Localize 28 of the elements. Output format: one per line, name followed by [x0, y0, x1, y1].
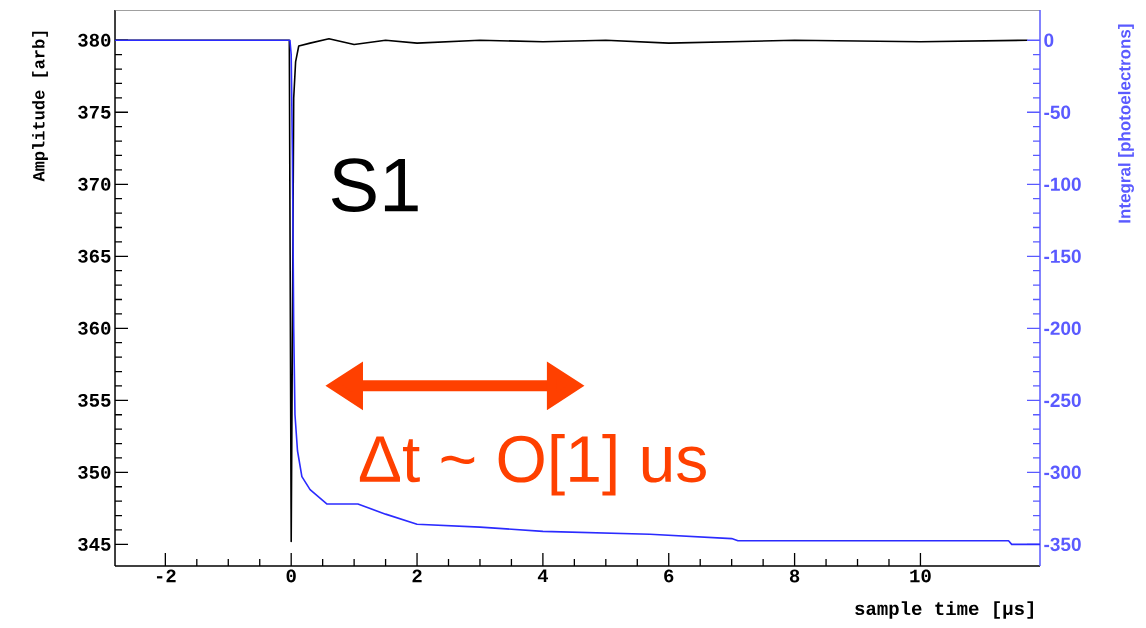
y2-tick-label: -150 [1044, 249, 1081, 264]
x-tick-label: -2 [156, 569, 176, 583]
x-tick-label: 10 [910, 569, 931, 583]
y2-tick-label: -200 [1044, 321, 1081, 336]
x-tick-label: 4 [537, 569, 549, 583]
y2-tick-label: -100 [1044, 177, 1081, 192]
y2-axis-title: Integral [photoelectrons] [1118, 24, 1134, 223]
annotation: Δt ~ O[1] us [359, 434, 706, 496]
x-tick-label: 6 [664, 569, 674, 583]
y-tick-label: 375 [78, 105, 111, 119]
y-tick-label: 365 [78, 249, 111, 263]
x-tick-label: 8 [789, 569, 800, 583]
y2-tick-label: -250 [1044, 393, 1081, 408]
y-tick-label: 345 [78, 537, 111, 551]
x-tick-label: 2 [412, 569, 422, 583]
annotation: S1 [331, 158, 418, 213]
y2-tick-label: -300 [1044, 465, 1081, 480]
y-tick-label: 380 [78, 33, 111, 47]
x-axis-title: sample time [µs] [855, 601, 1033, 619]
y-tick-label: 360 [78, 321, 111, 335]
y-axis-title: Amplitude [arb] [32, 31, 48, 182]
y-tick-label: 350 [78, 465, 111, 479]
y-tick-label: 355 [78, 393, 111, 407]
y-tick-label: 370 [78, 177, 111, 191]
y2-tick-label: 0 [1044, 33, 1054, 47]
y2-tick-label: -350 [1044, 537, 1081, 552]
x-tick-label: 0 [286, 569, 296, 583]
y2-tick-label: -50 [1044, 105, 1071, 119]
